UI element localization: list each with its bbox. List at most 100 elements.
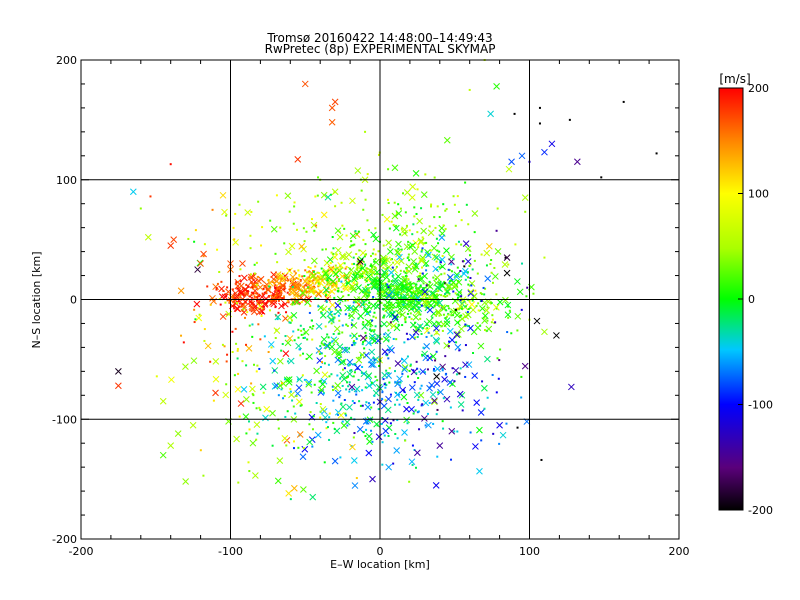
- data-point-dot: [454, 224, 457, 227]
- data-point-dot: [387, 295, 390, 298]
- data-point-dot: [299, 404, 302, 407]
- data-point-cross: [281, 435, 289, 442]
- data-point-dot: [232, 294, 235, 297]
- data-point-dot: [244, 300, 247, 303]
- data-point-dot: [344, 313, 347, 316]
- data-point-cross: [300, 245, 307, 253]
- colorbar-tick-label: 100: [748, 188, 769, 201]
- data-point-dot: [454, 308, 457, 311]
- data-point-cross: [311, 257, 318, 265]
- data-point-dot: [456, 430, 459, 433]
- data-point-dot: [330, 373, 333, 376]
- data-point-cross: [400, 286, 407, 294]
- data-point-dot: [373, 394, 376, 397]
- data-point-dot: [466, 325, 469, 328]
- data-point-dot: [319, 389, 322, 392]
- data-point-cross: [309, 493, 317, 501]
- data-point-dot: [374, 375, 377, 378]
- data-point-cross: [304, 299, 311, 306]
- data-point-cross: [396, 299, 403, 307]
- data-point-dot: [447, 313, 450, 316]
- data-point-cross: [328, 343, 336, 351]
- data-point-cross: [433, 274, 441, 282]
- data-point-cross: [387, 269, 395, 276]
- data-point-cross: [494, 248, 502, 255]
- data-point-dot: [261, 292, 264, 295]
- data-point-cross: [485, 325, 493, 333]
- data-point-dot: [415, 283, 418, 286]
- data-point-cross: [403, 243, 411, 251]
- data-point-cross: [394, 360, 402, 367]
- data-point-dot: [365, 270, 368, 273]
- data-point-dot: [437, 391, 440, 394]
- data-point-dot: [246, 292, 249, 295]
- data-point-dot: [363, 339, 366, 342]
- data-point-dot: [432, 367, 435, 370]
- data-point-dot: [322, 392, 325, 395]
- data-point-dot: [352, 310, 355, 313]
- data-point-dot: [317, 305, 320, 308]
- data-point-dot: [313, 229, 316, 232]
- data-point-dot: [469, 431, 472, 434]
- data-point-cross: [479, 305, 486, 312]
- data-point-dot: [394, 381, 397, 384]
- data-point-dot: [284, 415, 287, 418]
- data-point-dot: [453, 430, 456, 433]
- data-point-dot: [456, 266, 459, 269]
- data-point-cross: [293, 298, 301, 306]
- data-point-cross: [468, 280, 476, 287]
- data-point-dot: [293, 339, 296, 342]
- data-point-dot: [417, 410, 420, 413]
- data-point-cross: [243, 396, 250, 403]
- data-point-dot: [339, 456, 342, 459]
- data-point-dot: [288, 293, 291, 296]
- data-point-dot: [460, 219, 463, 222]
- data-point-dot: [432, 422, 435, 425]
- data-point-dot: [225, 360, 228, 363]
- data-point-dot: [397, 381, 400, 384]
- data-point-dot: [302, 352, 305, 355]
- data-point-cross: [385, 301, 393, 309]
- data-point-cross: [485, 242, 493, 250]
- data-point-dot: [303, 275, 306, 278]
- data-point-cross: [336, 343, 344, 351]
- data-point-dot: [456, 195, 459, 198]
- data-point-cross: [384, 406, 392, 414]
- data-point-dot: [334, 268, 337, 271]
- data-point-dot: [291, 285, 294, 288]
- data-point-cross: [443, 320, 451, 328]
- data-point-dot: [203, 243, 206, 246]
- data-point-cross: [408, 458, 416, 466]
- data-point-cross: [369, 475, 376, 483]
- data-point-cross: [521, 362, 529, 370]
- data-point-dot: [248, 324, 251, 327]
- data-point-cross: [474, 324, 482, 331]
- data-point-cross: [400, 393, 408, 401]
- data-point-dot: [622, 100, 625, 103]
- data-point-dot: [244, 316, 247, 319]
- data-point-dot: [402, 389, 405, 392]
- data-point-dot: [444, 292, 447, 295]
- data-point-dot: [376, 273, 379, 276]
- data-point-cross: [399, 311, 406, 319]
- data-point-dot: [318, 272, 321, 275]
- data-point-cross: [248, 304, 256, 312]
- data-point-cross: [436, 442, 444, 449]
- data-point-dot: [469, 263, 472, 266]
- y-axis-label: N–S location [km]: [30, 251, 43, 348]
- data-point-cross: [314, 431, 322, 439]
- data-point-dot: [340, 290, 343, 293]
- data-point-cross: [320, 191, 328, 199]
- colorbar-label: [m/s]: [719, 72, 750, 86]
- data-point-cross: [373, 420, 381, 428]
- data-point-dot: [389, 258, 392, 261]
- data-point-cross: [341, 346, 349, 354]
- data-point-cross: [331, 98, 339, 106]
- data-point-dot: [281, 382, 284, 385]
- data-point-cross: [420, 227, 428, 235]
- data-point-dot: [294, 272, 297, 275]
- data-point-cross: [443, 395, 451, 403]
- data-point-cross: [365, 372, 373, 379]
- data-point-cross: [418, 257, 425, 265]
- data-point-dot: [369, 264, 372, 267]
